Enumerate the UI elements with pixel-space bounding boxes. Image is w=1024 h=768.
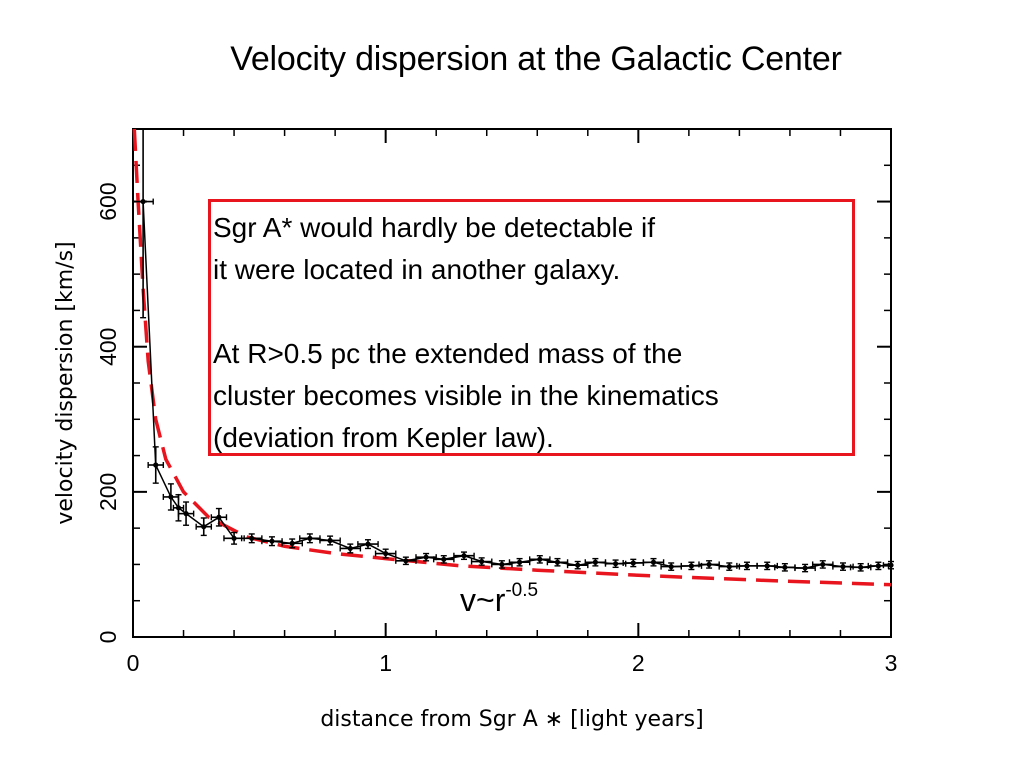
x-axis-label: distance from Sgr A ∗ [light years]: [320, 707, 703, 732]
data-point: [299, 533, 321, 544]
data-point: [132, 128, 154, 319]
x-tick-label: 3: [885, 650, 898, 676]
data-point: [374, 548, 397, 559]
y-tick-label: 200: [95, 473, 121, 511]
annotation-line: At R>0.5 pc the extended mass of the: [213, 338, 683, 369]
axis-ticks: [132, 129, 892, 638]
data-point: [172, 494, 185, 522]
data-point: [584, 557, 607, 567]
x-tick-label: 0: [127, 650, 140, 676]
data-point: [261, 536, 283, 547]
axis-tick-labels: 0 1 2 3 0 200 400 600: [95, 182, 897, 676]
data-point: [162, 483, 180, 511]
data-point: [642, 557, 665, 567]
model-line: [132, 128, 892, 587]
data-point: [882, 560, 894, 570]
data-point: [528, 555, 551, 564]
data-point: [281, 538, 303, 549]
annotation-line: it were located in another galaxy.: [213, 254, 621, 285]
data-point: [210, 507, 228, 527]
data-point: [453, 551, 475, 561]
y-tick-label: 400: [95, 328, 121, 366]
y-tick-label: 0: [95, 631, 121, 644]
data-point: [794, 563, 816, 573]
data-point: [566, 560, 589, 570]
data-point: [832, 562, 854, 571]
data-series: [132, 128, 894, 573]
data-point: [147, 446, 165, 484]
annotation-line: (deviation from Kepler law).: [213, 422, 554, 453]
data-point: [432, 555, 455, 564]
data-point: [680, 561, 703, 571]
data-point: [395, 556, 417, 566]
y-tick-label: 600: [95, 182, 121, 220]
y-axis-label: velocity dispersion [km/s]: [53, 241, 78, 524]
power-law-formula: v~r-0.5: [460, 580, 538, 619]
data-point: [339, 543, 362, 554]
data-point: [604, 559, 627, 569]
x-tick-label: 2: [632, 650, 645, 676]
data-point: [177, 501, 195, 526]
formula-base: v~r: [460, 582, 506, 618]
model-curve: [132, 128, 892, 587]
data-point: [546, 557, 569, 567]
data-point: [195, 517, 213, 537]
data-point: [718, 562, 741, 571]
formula-exponent: -0.5: [505, 580, 539, 601]
annotation-line: Sgr A* would hardly be detectable if: [213, 212, 656, 243]
data-point: [357, 539, 379, 550]
data-point: [849, 563, 872, 572]
slide-title: Velocity dispersion at the Galactic Cent…: [230, 40, 842, 78]
annotation-line: cluster becomes visible in the kinematic…: [213, 380, 719, 411]
data-point: [736, 561, 758, 571]
data-point: [774, 563, 796, 572]
annotation-box: Sgr A* would hardly be detectable if it …: [208, 199, 855, 456]
data-point: [319, 535, 341, 546]
x-tick-label: 1: [379, 650, 392, 676]
data-point: [415, 552, 437, 562]
